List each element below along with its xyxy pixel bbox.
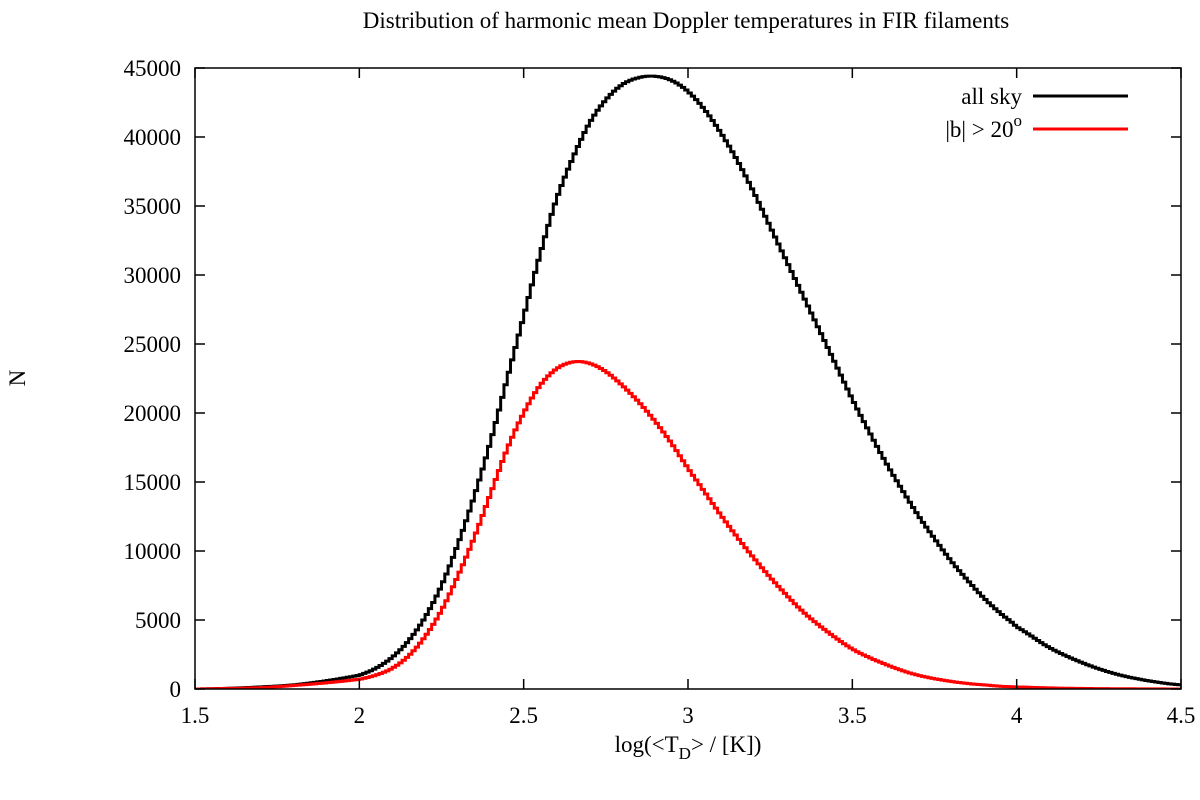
plot-frame bbox=[194, 67, 1182, 690]
y-tick-label: 30000 bbox=[124, 263, 182, 288]
x-axis: 1.5 2 2.5 3 3.5 4 4.5 bbox=[181, 68, 1196, 728]
series-all-sky-line bbox=[195, 74, 1181, 689]
y-tick-label: 20000 bbox=[124, 401, 182, 426]
x-axis-title-prefix: log(<T bbox=[615, 732, 679, 757]
y-tick-label: 25000 bbox=[124, 332, 182, 357]
y-tick-label: 15000 bbox=[124, 470, 182, 495]
y-axis-title: N bbox=[5, 369, 30, 386]
series-high-latitude-line bbox=[195, 360, 1181, 689]
x-tick-label: 3 bbox=[682, 703, 694, 728]
y-tick-label: 40000 bbox=[124, 125, 182, 150]
x-axis-title-subscript: D bbox=[679, 744, 691, 763]
series-layer bbox=[195, 74, 1181, 689]
y-tick-label: 35000 bbox=[124, 194, 182, 219]
x-tick-label: 3.5 bbox=[838, 703, 867, 728]
y-tick-label: 0 bbox=[170, 677, 182, 702]
legend-label-all-sky: all sky bbox=[961, 84, 1022, 109]
x-tick-label: 4.5 bbox=[1167, 703, 1196, 728]
x-axis-title: log(<TD> / [K]) bbox=[615, 732, 762, 763]
y-tick-label: 5000 bbox=[135, 608, 181, 633]
legend: all sky |b| > 20o bbox=[945, 84, 1128, 142]
x-tick-label: 4 bbox=[1011, 703, 1023, 728]
x-tick-label: 2.5 bbox=[509, 703, 538, 728]
x-tick-label: 1.5 bbox=[181, 703, 210, 728]
x-tick-label: 2 bbox=[354, 703, 366, 728]
x-axis-title-suffix: > / [K]) bbox=[691, 732, 761, 757]
y-tick-label: 45000 bbox=[124, 56, 182, 81]
y-axis: 0 5000 10000 15000 20000 25000 30000 35000 40000… bbox=[124, 56, 1181, 702]
chart-title: Distribution of harmonic mean Doppler te… bbox=[363, 8, 1009, 33]
legend-label-high-latitude: |b| > 20o bbox=[945, 111, 1022, 142]
y-tick-label: 10000 bbox=[124, 539, 182, 564]
